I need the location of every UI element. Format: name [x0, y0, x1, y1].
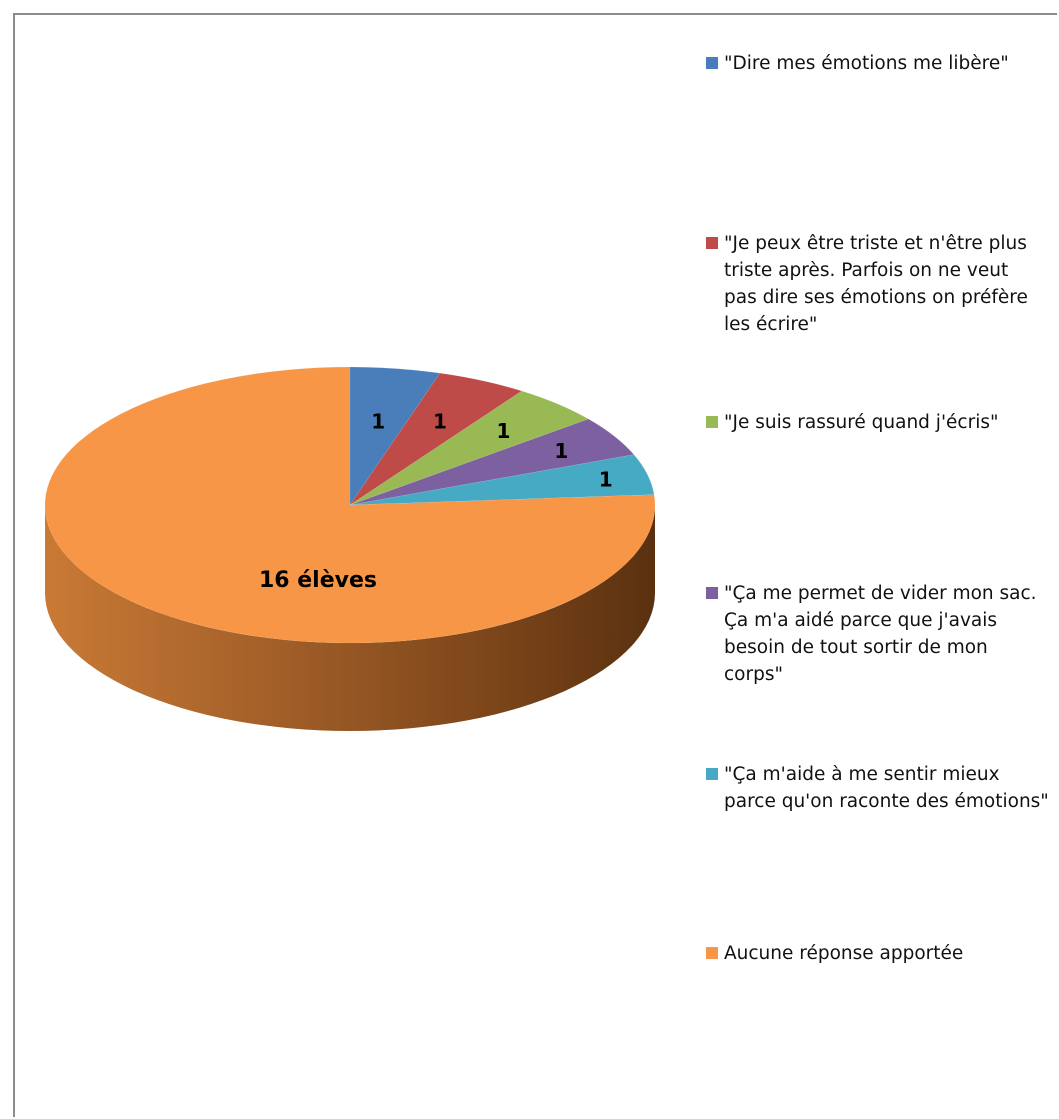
pie-slice-4 [349, 418, 635, 506]
legend-swatch-1 [706, 57, 718, 69]
legend-label-2: "Je peux être triste et n'être plus tris… [724, 233, 1028, 335]
legend-item-4: "Ça me permet de vider mon sac. Ça m'a a… [706, 580, 1039, 688]
legend-swatch-3 [706, 416, 718, 428]
pie-slices [44, 366, 656, 644]
legend-swatch-6 [706, 947, 718, 959]
pie-slice-1 [349, 366, 441, 506]
pie-side-wall [45, 505, 655, 731]
pie-data-label-4: 1 [554, 439, 568, 463]
pie-slice-5 [349, 454, 655, 506]
legend-swatch-2 [706, 237, 718, 249]
legend-item-1: "Dire mes émotions me libère" [706, 50, 1054, 77]
pie-slice-3 [349, 390, 590, 506]
pie-slice-2 [349, 372, 523, 506]
legend-item-6: Aucune réponse apportée [706, 940, 1054, 967]
pie-data-label-5: 1 [599, 468, 613, 492]
legend-swatch-5 [706, 768, 718, 780]
legend-item-3: "Je suis rassuré quand j'écris" [706, 409, 1054, 436]
pie-side [45, 505, 655, 731]
legend-label-5: "Ça m'aide à me sentir mieux parce qu'on… [724, 764, 1049, 812]
pie-data-label-3: 1 [497, 419, 511, 443]
pie-slice-6 [44, 366, 656, 644]
legend-label-6: Aucune réponse apportée [724, 943, 964, 964]
pie-chart: 1 1 1 1 1 16 élèves [44, 366, 656, 731]
legend-item-5: "Ça m'aide à me sentir mieux parce qu'on… [706, 761, 1054, 815]
legend-label-3: "Je suis rassuré quand j'écris" [724, 412, 999, 433]
legend-swatch-4 [706, 587, 718, 599]
pie-data-label-6: 16 élèves [259, 568, 377, 593]
pie-data-label-2: 1 [433, 409, 447, 433]
legend-label-1: "Dire mes émotions me libère" [724, 53, 1009, 74]
pie-data-label-1: 1 [371, 409, 385, 433]
pie-data-labels: 1 1 1 1 1 16 élèves [259, 409, 613, 593]
legend-label-4: "Ça me permet de vider mon sac. Ça m'a a… [724, 583, 1037, 685]
legend-item-2: "Je peux être triste et n'être plus tris… [706, 230, 1044, 338]
